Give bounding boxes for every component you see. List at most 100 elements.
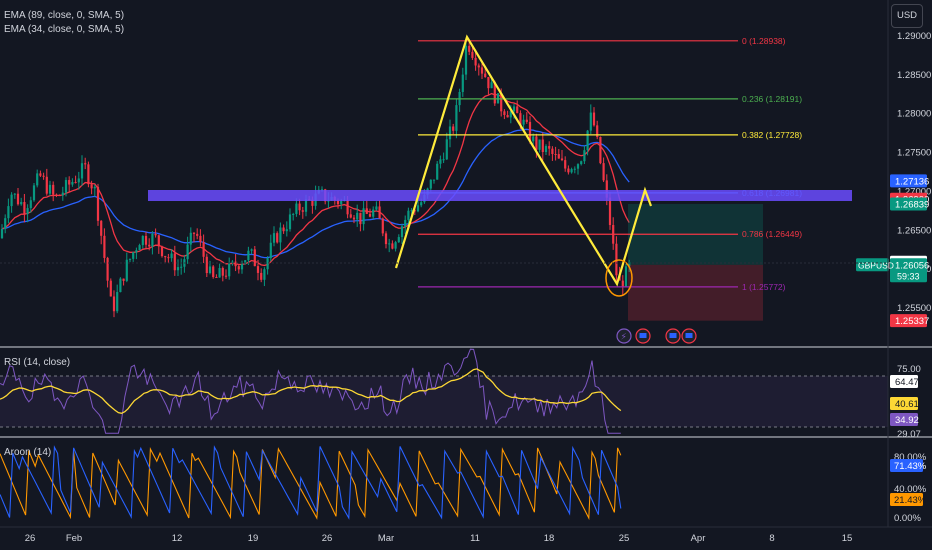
price-badge <box>890 174 927 188</box>
currency-button[interactable]: USD <box>891 4 923 28</box>
candle-body <box>74 182 77 184</box>
event-icon <box>616 328 632 344</box>
candle-body <box>621 280 624 287</box>
candle-body <box>298 203 301 211</box>
candle-body <box>589 112 592 131</box>
candle-body <box>516 106 519 114</box>
candle-body <box>7 206 10 219</box>
candle-body <box>71 182 74 185</box>
time-tick-label: Apr <box>691 533 706 544</box>
time-tick-label: 11 <box>470 533 480 544</box>
candle-body <box>445 139 448 160</box>
candle-body <box>32 185 36 201</box>
candle-body <box>221 268 224 276</box>
fib-level-label: 0.382 (1.27728) <box>742 130 802 140</box>
candle-body <box>61 192 64 196</box>
candle-body <box>10 194 13 207</box>
candle-body <box>58 195 61 197</box>
candle-body <box>340 200 343 205</box>
aroon-level-label: 80.00% <box>894 452 927 463</box>
candle-body <box>256 266 260 273</box>
candle-body <box>557 154 560 159</box>
candle-body <box>583 150 586 162</box>
candle-body <box>196 233 199 236</box>
fib-level-label: 1 (1.25772) <box>742 282 786 292</box>
candle-body <box>164 256 167 258</box>
aroon-badge <box>890 493 923 506</box>
candle-body <box>512 106 516 112</box>
rsi-legend[interactable]: RSI (14, close) <box>4 357 71 368</box>
candle-body <box>548 146 551 149</box>
candle-body <box>279 227 282 243</box>
rsi-badge <box>890 397 918 410</box>
time-tick-label: 18 <box>544 533 555 544</box>
candle-body <box>359 212 362 225</box>
candle-body <box>532 136 535 142</box>
aroon-up-line <box>0 445 622 520</box>
candle-body <box>36 173 39 186</box>
candle-body <box>576 164 580 169</box>
candle-body <box>269 242 272 259</box>
candle-body <box>365 208 368 214</box>
ema-34-legend[interactable]: EMA (34, close, 0, SMA, 5) <box>4 24 125 35</box>
candle-body <box>48 184 52 194</box>
candle-body <box>93 186 96 189</box>
candle-body <box>535 136 538 150</box>
price-badge <box>890 258 927 283</box>
candle-body <box>311 199 314 206</box>
candle-body <box>608 197 612 225</box>
candle-body <box>525 119 528 122</box>
candle-body <box>202 242 205 257</box>
candle-body <box>567 168 570 173</box>
ema-89-legend[interactable]: EMA (89, close, 0, SMA, 5) <box>4 10 125 21</box>
candle-body <box>250 249 253 251</box>
candle-body <box>506 115 509 118</box>
time-tick-label: 15 <box>842 533 853 544</box>
candle-body <box>42 175 45 177</box>
candle-body <box>157 235 160 247</box>
pattern-lines <box>394 34 653 287</box>
candle-body <box>228 262 231 277</box>
candle-body <box>378 206 381 219</box>
candle-body <box>29 200 32 209</box>
aroon-legend[interactable]: Aroon (14) <box>4 447 52 458</box>
candle-body <box>372 209 375 217</box>
candle-body <box>509 111 512 118</box>
candle-body <box>237 266 240 270</box>
candle-body <box>116 292 119 312</box>
candle-body <box>554 154 557 156</box>
rsi-badge <box>890 375 918 388</box>
candle-body <box>260 272 263 280</box>
candle-body <box>122 278 125 281</box>
candle-body <box>208 266 212 274</box>
candle-body <box>109 280 112 297</box>
candle-body <box>484 73 487 78</box>
price-badge-text: 1.26839 <box>895 199 929 210</box>
candle-body <box>186 244 189 260</box>
candle-body <box>167 257 170 259</box>
candle-body <box>407 210 410 220</box>
candle-body <box>596 125 599 138</box>
candle-body <box>176 267 180 271</box>
rsi-badge-text: 40.61 <box>895 399 919 410</box>
candle-body <box>474 57 477 66</box>
candle-body <box>416 205 420 212</box>
candle-body <box>301 210 304 212</box>
candle-body <box>45 176 48 194</box>
candle-body <box>493 82 496 104</box>
candle-body <box>253 249 256 267</box>
price-badge-text: 1.27136 <box>895 176 929 187</box>
candle-body <box>404 219 407 227</box>
aroon-level-label: 0.00% <box>894 513 921 524</box>
candle-body <box>4 218 7 229</box>
candle-body <box>327 200 330 202</box>
fib-level-label: 0 (1.28938) <box>742 36 786 46</box>
candle-body <box>68 180 71 185</box>
candle-body <box>384 233 388 245</box>
candle-body <box>189 232 192 245</box>
candle-body <box>503 111 506 116</box>
candle-body <box>106 257 109 281</box>
candle-body <box>295 203 298 214</box>
candle-body <box>605 180 608 198</box>
